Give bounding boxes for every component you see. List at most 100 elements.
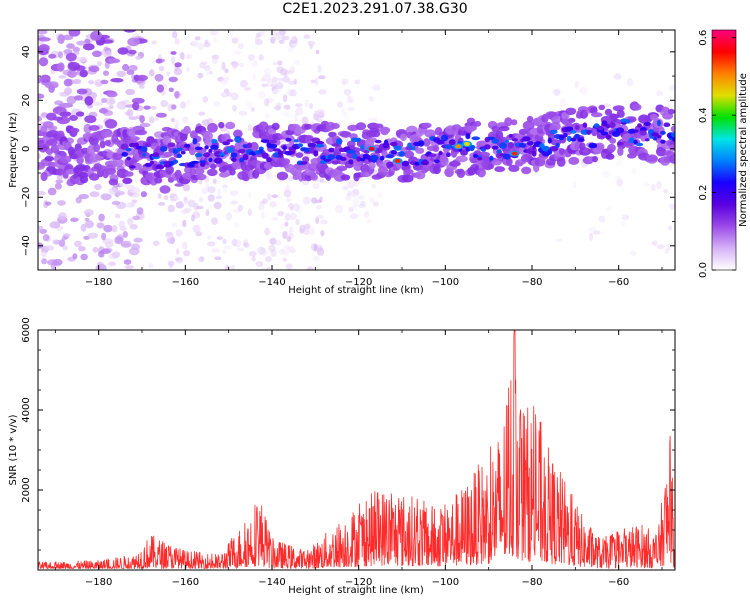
spectrogram-blob bbox=[67, 146, 76, 156]
spectrogram-blob bbox=[439, 155, 448, 164]
spectrogram-blob bbox=[401, 174, 414, 183]
spectrogram-blob bbox=[265, 266, 271, 270]
spectrogram-blob bbox=[270, 249, 277, 257]
spectrogram-blob bbox=[547, 137, 552, 144]
spectrogram-blob bbox=[56, 168, 65, 176]
spectrogram-blob bbox=[632, 103, 642, 111]
spectrogram-blob bbox=[171, 222, 178, 228]
spectrogram-blob bbox=[174, 62, 182, 68]
spectrogram-blob bbox=[440, 134, 449, 142]
spectrogram-blob bbox=[180, 101, 187, 109]
spectrogram-blob bbox=[194, 152, 203, 158]
spectrogram-blob bbox=[429, 153, 437, 158]
spectrogram-blob bbox=[602, 171, 610, 179]
spectrogram-blob bbox=[477, 157, 483, 161]
spectrogram-blob bbox=[207, 241, 216, 247]
spectrogram-blob bbox=[89, 191, 100, 198]
spectrogram-blob bbox=[126, 156, 131, 161]
spectrogram-blob bbox=[127, 217, 134, 226]
spectrogram-blob bbox=[310, 228, 315, 236]
spectrogram-blob bbox=[310, 174, 318, 181]
spectrogram-blob bbox=[154, 177, 163, 184]
spectrogram-blob bbox=[38, 44, 50, 53]
spectrogram-blob bbox=[667, 108, 675, 115]
y-tick-label: 4000 bbox=[21, 397, 32, 422]
spectrogram-blob bbox=[142, 152, 147, 157]
spectrogram-blob bbox=[653, 136, 658, 141]
spectrogram-blob bbox=[477, 167, 486, 178]
spectrogram-blob bbox=[77, 172, 89, 178]
spectrogram-blob bbox=[207, 122, 218, 133]
spectrogram-blob bbox=[369, 196, 375, 204]
spectrogram-blob bbox=[217, 76, 225, 82]
spectrogram-blob bbox=[170, 117, 175, 123]
spectrogram-blob bbox=[73, 95, 84, 101]
spectrogram-blob bbox=[40, 125, 48, 133]
spectrogram-blob bbox=[668, 225, 673, 231]
spectrogram-blob bbox=[90, 30, 102, 41]
spectrogram-blob bbox=[317, 109, 325, 116]
spectrogram-blob bbox=[59, 155, 72, 164]
spectrogram-blob bbox=[67, 61, 81, 71]
spectrogram-blob bbox=[556, 157, 566, 167]
spectrogram-blob bbox=[69, 153, 80, 160]
spectrogram-blob bbox=[282, 76, 291, 83]
spectrogram-blob bbox=[471, 136, 481, 141]
spectrogram-blob bbox=[76, 56, 87, 63]
spectrogram-blob bbox=[281, 35, 290, 41]
spectrogram-blob bbox=[407, 142, 412, 148]
spectrogram-blob bbox=[129, 223, 138, 230]
spectrogram-blob bbox=[39, 74, 51, 83]
spectrogram-blob bbox=[261, 83, 269, 88]
spectrogram-blob bbox=[100, 265, 107, 270]
spectrogram-blob bbox=[236, 247, 244, 252]
spectrogram-blob bbox=[598, 215, 606, 223]
spectrogram-blob bbox=[222, 141, 231, 146]
spectrogram-blob bbox=[421, 122, 432, 129]
spectrogram-blob bbox=[355, 122, 367, 131]
spectrogram-blob bbox=[100, 79, 109, 85]
spectrogram-blob bbox=[283, 104, 291, 110]
spectrogram-blob bbox=[214, 157, 223, 164]
spectrogram-blob bbox=[632, 129, 639, 133]
spectrogram-blob bbox=[521, 166, 532, 175]
spectrogram-blob bbox=[359, 157, 366, 162]
spectrogram-peak bbox=[368, 146, 375, 151]
spectrogram-blob bbox=[143, 105, 151, 110]
spectrogram-blob bbox=[279, 68, 288, 76]
spectrogram-blob bbox=[415, 147, 425, 154]
spectrogram-blob bbox=[465, 133, 471, 140]
spectrogram-blob bbox=[210, 144, 219, 150]
spectrogram-blob bbox=[280, 222, 284, 230]
spectrogram-blob bbox=[104, 140, 111, 146]
spectrogram-blob bbox=[368, 96, 374, 102]
spectrogram-blob bbox=[373, 123, 384, 129]
spectrogram-blob bbox=[270, 83, 278, 88]
spectrogram-blob bbox=[168, 76, 178, 83]
spectrogram-blob bbox=[47, 187, 57, 196]
spectrogram-blob bbox=[588, 142, 597, 148]
spectrogram-blob bbox=[320, 230, 325, 237]
spectrogram-blob bbox=[671, 137, 675, 142]
x-tick-label: −180 bbox=[85, 277, 112, 288]
spectrogram-blob bbox=[498, 125, 510, 132]
spectrogram-blob bbox=[260, 247, 267, 256]
spectrogram-blob bbox=[192, 224, 201, 233]
spectrogram-blob bbox=[254, 150, 260, 155]
spectrogram-blob bbox=[203, 152, 211, 158]
snr-y-label: SNR (10 * v/v) bbox=[8, 414, 19, 485]
spectrogram-blob bbox=[202, 96, 209, 103]
spectrogram-blob bbox=[194, 36, 201, 41]
spectrogram-blob bbox=[261, 198, 269, 204]
spectrogram-blob bbox=[44, 156, 55, 162]
spectrogram-blob bbox=[157, 193, 162, 200]
spectrogram-blob bbox=[114, 213, 121, 219]
spectrogram-blob bbox=[104, 119, 118, 129]
spectrogram-blob bbox=[643, 182, 650, 187]
spectrogram-blob bbox=[199, 160, 207, 164]
spectrogram-blob bbox=[567, 117, 576, 123]
spectrogram-blob bbox=[553, 88, 561, 96]
spectrogram-blob bbox=[651, 241, 656, 246]
spectrogram-blob bbox=[268, 143, 278, 149]
spectrogram-blob bbox=[278, 83, 284, 90]
